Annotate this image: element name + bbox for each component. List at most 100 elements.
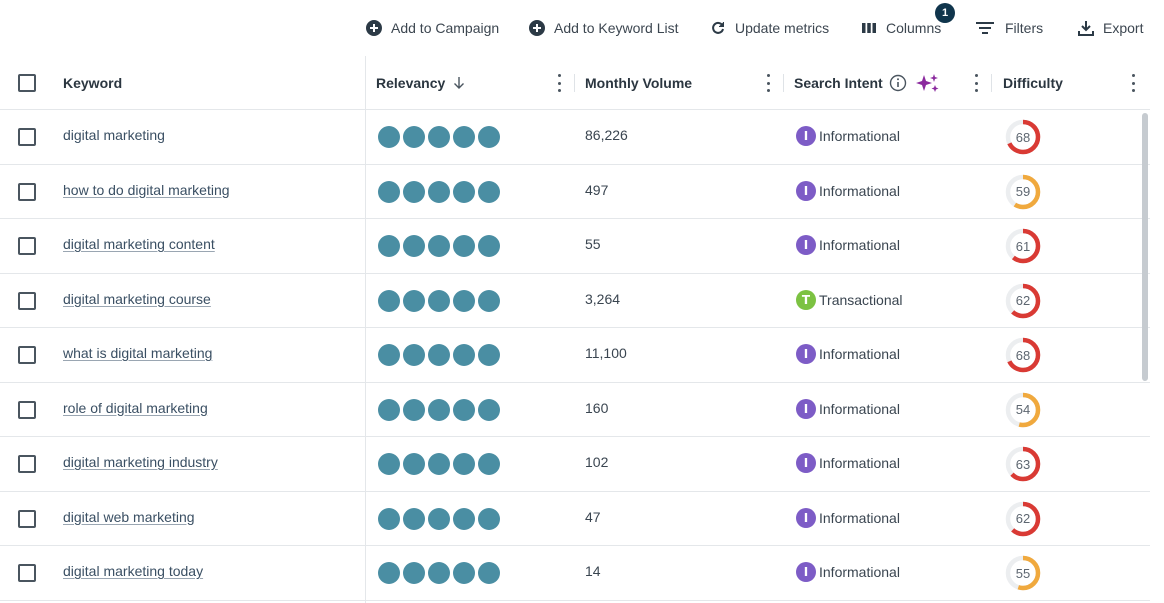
row-checkbox[interactable] bbox=[18, 346, 36, 364]
informational-intent-icon: I bbox=[796, 453, 816, 473]
informational-intent-icon: I bbox=[796, 180, 816, 201]
sort-arrow-down-icon[interactable] bbox=[453, 76, 465, 90]
columns-button[interactable]: Columns bbox=[860, 17, 941, 39]
keyword-text[interactable]: digital marketing course bbox=[63, 290, 211, 307]
table-row[interactable]: digital marketing content 55 I Informationa… bbox=[0, 219, 1150, 274]
difficulty-gauge: 63 bbox=[1003, 444, 1043, 484]
search-intent-tag: I Informational bbox=[796, 180, 900, 201]
relevancy-dot bbox=[478, 453, 500, 475]
relevancy-dot bbox=[378, 180, 400, 203]
table-row[interactable]: how to do digital marketing 497 I Informati… bbox=[0, 165, 1150, 219]
difficulty-column-menu-icon[interactable] bbox=[1130, 74, 1136, 92]
search-intent-label: Informational bbox=[819, 182, 900, 199]
search-intent-label: Informational bbox=[819, 564, 900, 580]
difficulty-gauge: 61 bbox=[1003, 226, 1043, 266]
monthly-volume-value: 102 bbox=[585, 454, 609, 470]
difficulty-ring-icon bbox=[1005, 228, 1041, 264]
monthly-volume-value: 160 bbox=[585, 399, 609, 416]
monthly-volume-column-menu-icon[interactable] bbox=[765, 74, 771, 92]
keyword-text[interactable]: how to do digital marketing bbox=[63, 181, 230, 198]
transactional-intent-icon: T bbox=[796, 289, 816, 310]
relevancy-dot bbox=[453, 180, 475, 203]
keyword-text[interactable]: digital marketing today bbox=[63, 563, 204, 579]
relevancy-dot bbox=[453, 235, 475, 257]
keyword-table: Keyword Relevancy Monthly Volume Search … bbox=[0, 56, 1150, 603]
search-intent-tag: I Informational bbox=[796, 235, 900, 255]
relevancy-dot bbox=[378, 289, 400, 312]
row-checkbox[interactable] bbox=[18, 455, 36, 473]
relevancy-column-menu-icon[interactable] bbox=[556, 74, 562, 92]
add-to-campaign-label: Add to Campaign bbox=[391, 20, 500, 36]
keyword-column-header[interactable]: Keyword bbox=[63, 75, 123, 91]
difficulty-value: 68 bbox=[1015, 129, 1031, 145]
monthly-volume-column-header[interactable]: Monthly Volume bbox=[585, 75, 693, 91]
row-checkbox[interactable] bbox=[18, 564, 36, 582]
row-checkbox[interactable] bbox=[18, 128, 36, 146]
table-row[interactable]: digital marketing 86,226 I Informational 68 bbox=[0, 110, 1150, 165]
plus-circle-icon bbox=[529, 20, 545, 36]
row-checkbox[interactable] bbox=[18, 237, 36, 255]
export-button[interactable]: Export bbox=[1077, 17, 1143, 39]
filters-button[interactable]: Filters bbox=[975, 17, 1043, 39]
row-checkbox[interactable] bbox=[18, 291, 36, 310]
relevancy-header-label: Relevancy bbox=[376, 75, 446, 91]
table-row[interactable]: digital marketing today 14 I Informational 5… bbox=[0, 546, 1150, 601]
relevancy-dot bbox=[378, 126, 400, 148]
row-checkbox[interactable] bbox=[18, 182, 36, 201]
columns-icon bbox=[862, 23, 876, 33]
difficulty-value: 54 bbox=[1015, 402, 1031, 417]
informational-intent-icon: I bbox=[796, 235, 816, 255]
relevancy-rating bbox=[378, 180, 500, 203]
row-checkbox[interactable] bbox=[18, 400, 36, 419]
keyword-text: digital marketing bbox=[63, 127, 165, 143]
column-resize-handle[interactable] bbox=[574, 74, 575, 92]
search-intent-tag: I Informational bbox=[796, 398, 900, 419]
keyword-text[interactable]: digital web marketing bbox=[63, 508, 195, 525]
relevancy-column-header[interactable]: Relevancy bbox=[376, 56, 465, 110]
keyword-text[interactable]: digital marketing industry bbox=[63, 454, 218, 470]
refresh-icon bbox=[712, 21, 724, 34]
informational-intent-icon: I bbox=[796, 562, 816, 582]
difficulty-value: 62 bbox=[1015, 511, 1031, 526]
relevancy-dot bbox=[453, 398, 475, 421]
table-row[interactable]: role of digital marketing 160 I Information… bbox=[0, 383, 1150, 437]
column-resize-handle[interactable] bbox=[991, 74, 992, 92]
info-icon[interactable] bbox=[889, 74, 907, 92]
relevancy-dot bbox=[378, 398, 400, 421]
relevancy-dot bbox=[453, 289, 475, 312]
table-row[interactable]: what is digital marketing 11,100 I Informat… bbox=[0, 328, 1150, 383]
add-to-keyword-list-button[interactable]: Add to Keyword List bbox=[528, 17, 679, 39]
keyword-text[interactable]: digital marketing content bbox=[63, 236, 215, 252]
relevancy-dot bbox=[403, 289, 425, 312]
row-checkbox[interactable] bbox=[18, 509, 36, 528]
relevancy-dot bbox=[478, 235, 500, 257]
relevancy-dot bbox=[378, 507, 400, 530]
columns-label: Columns bbox=[886, 20, 942, 36]
keyword-text[interactable]: what is digital marketing bbox=[63, 345, 213, 361]
relevancy-dot bbox=[378, 453, 400, 475]
table-body: digital marketing 86,226 I Informational 68 h… bbox=[0, 110, 1150, 601]
relevancy-dot bbox=[478, 344, 500, 366]
search-intent-column-header[interactable]: Search Intent bbox=[794, 56, 940, 110]
table-row[interactable]: digital web marketing 47 I Informational 62 bbox=[0, 492, 1150, 546]
add-to-campaign-button[interactable]: Add to Campaign bbox=[365, 17, 499, 39]
relevancy-dot bbox=[428, 398, 450, 421]
search-intent-label: Informational bbox=[819, 346, 900, 362]
table-row[interactable]: digital marketing industry 102 I Informatio… bbox=[0, 437, 1150, 492]
table-row[interactable]: digital marketing course 3,264 T Transactio… bbox=[0, 274, 1150, 328]
download-icon bbox=[1078, 21, 1094, 36]
difficulty-gauge: 68 bbox=[1003, 335, 1043, 375]
keyword-text[interactable]: role of digital marketing bbox=[63, 399, 208, 416]
relevancy-rating bbox=[378, 344, 500, 366]
toolbar: Add to Campaign Add to Keyword List Upda… bbox=[0, 0, 1164, 56]
relevancy-dot bbox=[378, 344, 400, 366]
update-metrics-button[interactable]: Update metrics bbox=[709, 17, 829, 39]
search-intent-column-menu-icon[interactable] bbox=[973, 74, 979, 92]
difficulty-column-header[interactable]: Difficulty bbox=[1003, 75, 1063, 91]
select-all-checkbox[interactable] bbox=[18, 74, 36, 92]
search-intent-label: Informational bbox=[819, 455, 900, 471]
relevancy-dot bbox=[478, 507, 500, 530]
ai-sparkle-icon[interactable] bbox=[915, 73, 940, 93]
column-resize-handle[interactable] bbox=[783, 74, 784, 92]
vertical-scrollbar[interactable] bbox=[1142, 113, 1148, 381]
